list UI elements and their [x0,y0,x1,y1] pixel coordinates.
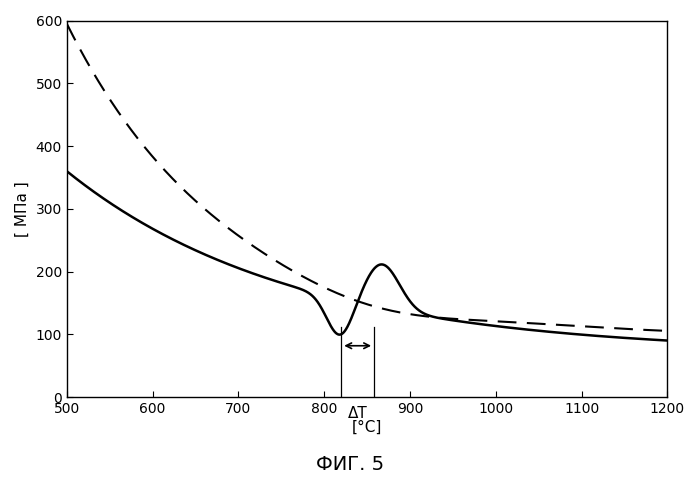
Text: ΔT: ΔT [348,406,368,421]
X-axis label: [°С]: [°С] [352,420,382,435]
Y-axis label: [ МПа ]: [ МПа ] [15,181,30,237]
Text: ФИГ. 5: ФИГ. 5 [316,455,384,474]
